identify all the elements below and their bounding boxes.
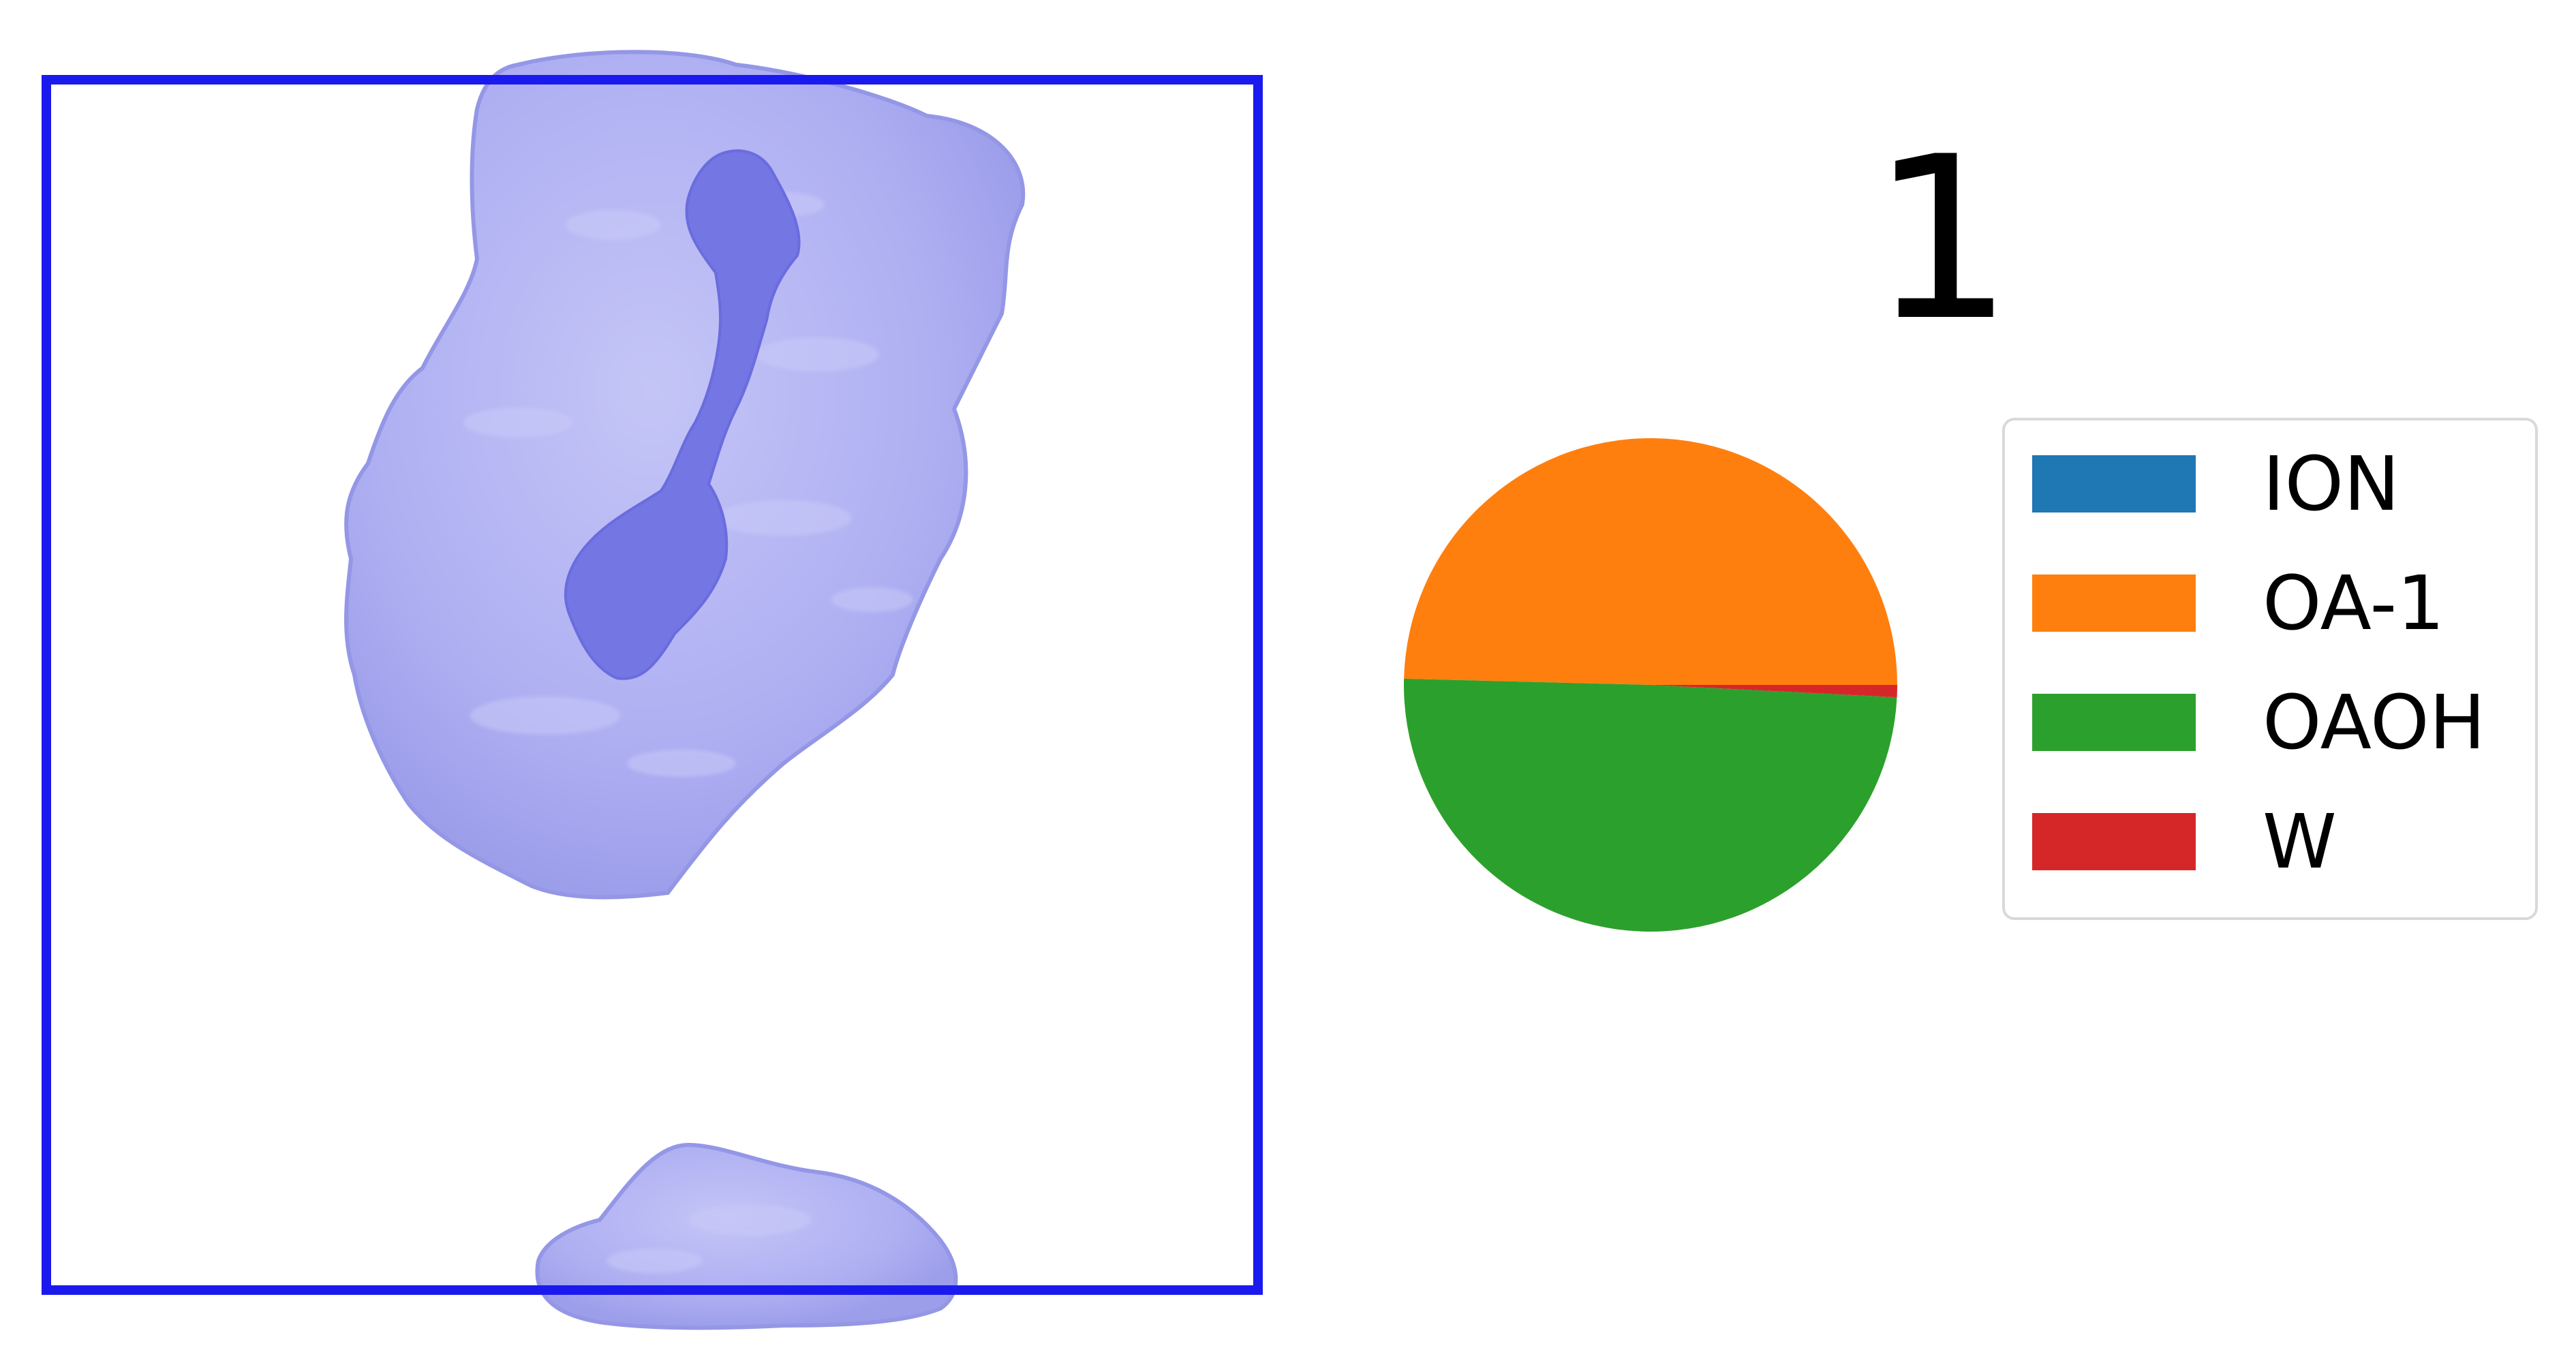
legend: ION OA-1 OAOH W (2002, 418, 2538, 920)
legend-swatch-w (2032, 813, 2196, 870)
legend-swatch-oaoh (2032, 694, 2196, 751)
legend-label-oa-1: OA-1 (2263, 560, 2444, 647)
pie-slice-oaoh (1404, 678, 1897, 932)
pie-chart (1404, 438, 1897, 932)
legend-label-w: W (2263, 798, 2337, 885)
surface-render (42, 50, 1263, 1330)
legend-swatch-ion (2032, 455, 2196, 512)
pie-slice-w (1651, 685, 1897, 698)
pie-slice-oa-1 (1404, 438, 1897, 685)
legend-swatch-oa-1 (2032, 575, 2196, 632)
simulation-box (42, 75, 1263, 1295)
surface-blob-lower (535, 1142, 958, 1330)
panel-number: 1 (1871, 108, 2014, 370)
legend-label-oaoh: OAOH (2263, 679, 2485, 766)
surface-core (564, 149, 801, 680)
legend-frame (2002, 418, 2538, 920)
lower-highlights (607, 1205, 811, 1273)
legend-label-ion: ION (2263, 440, 2399, 527)
